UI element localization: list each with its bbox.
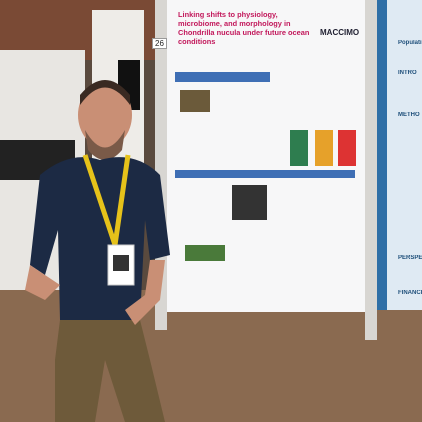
board-number: 26: [152, 38, 167, 49]
right-poster-heading: INTRO: [398, 70, 417, 76]
hand: [25, 265, 60, 300]
poster-image: [232, 185, 267, 220]
poster-photo: [180, 90, 210, 112]
right-poster-heading: METHO: [398, 112, 420, 118]
right-poster-heading: FINANCIAL SU: [398, 290, 422, 296]
poster-logo: MACCIMO: [320, 28, 360, 37]
right-poster-heading: PERSPECTIVE: [398, 255, 422, 261]
right-poster-heading: Populati: [398, 40, 422, 46]
right-poster-band: [377, 0, 387, 310]
trousers: [55, 320, 165, 422]
main-poster: [167, 0, 367, 312]
poster-table: [290, 130, 308, 166]
poster-table: [315, 130, 333, 166]
hair: [80, 80, 130, 105]
head: [78, 82, 132, 148]
poster-title: Linking shifts to physiology, microbiome…: [178, 10, 310, 46]
section-header: [175, 170, 355, 178]
section-header: [175, 72, 270, 82]
poster-image: [185, 245, 225, 261]
poster-table: [338, 130, 356, 166]
badge-qr: [113, 255, 129, 271]
shirt: [30, 157, 170, 320]
panel-frame: [365, 0, 377, 340]
beard: [85, 130, 125, 160]
hand: [125, 260, 165, 325]
